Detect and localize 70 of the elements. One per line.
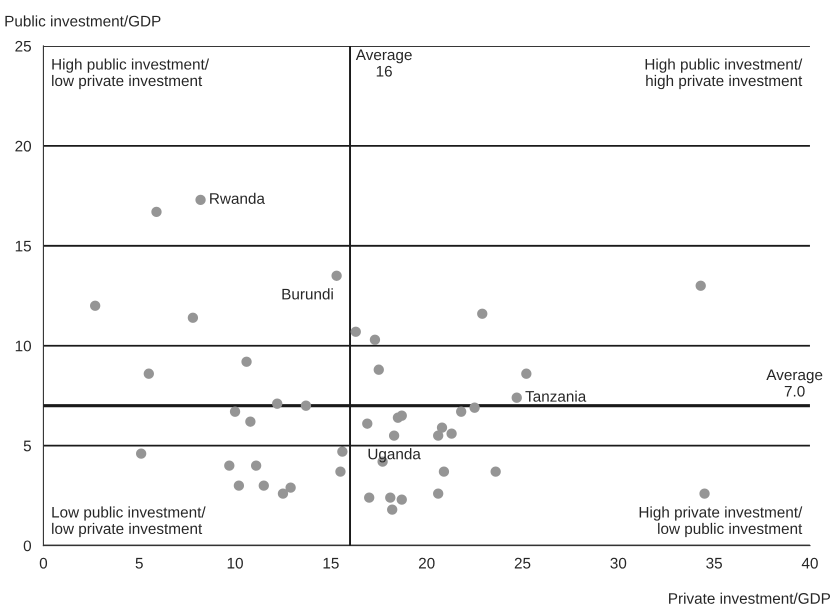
y-axis-title: Public investment/GDP <box>5 15 160 27</box>
point <box>385 492 396 503</box>
point <box>446 428 457 439</box>
point <box>285 482 296 493</box>
point <box>456 406 466 417</box>
x-tick-label: 15 <box>324 558 339 569</box>
point <box>335 466 346 477</box>
point <box>362 418 372 429</box>
point <box>350 326 361 337</box>
point <box>469 402 480 413</box>
y-tick-label: 15 <box>16 240 31 252</box>
annotation: Uganda <box>368 448 421 462</box>
point <box>433 430 444 441</box>
x-tick-label: 0 <box>40 558 48 569</box>
y-tick-label: 10 <box>16 340 32 352</box>
point <box>188 312 198 323</box>
y-tick-label: 0 <box>24 540 32 552</box>
annotation: Low public investment/ low private investment <box>52 506 206 538</box>
point <box>250 460 262 471</box>
x-tick-label: 5 <box>136 558 143 569</box>
x-axis-title: Private investment/GDP <box>669 592 830 604</box>
point <box>477 308 488 319</box>
point <box>387 504 398 515</box>
point <box>438 466 450 477</box>
annotation: Tanzania <box>525 390 586 402</box>
point <box>278 488 288 499</box>
point <box>696 280 706 291</box>
point <box>490 466 501 477</box>
point <box>195 194 206 205</box>
point <box>224 460 234 471</box>
point <box>370 334 380 345</box>
point <box>300 400 312 411</box>
point <box>699 488 710 499</box>
point <box>436 422 448 433</box>
point <box>521 368 532 379</box>
annotation: High public investment/ low private investment <box>52 58 210 90</box>
annotation: High public investment/ high private investment <box>646 58 802 90</box>
x-tick-label: 25 <box>514 558 530 569</box>
point <box>374 364 384 375</box>
point <box>245 416 256 427</box>
point <box>392 412 404 423</box>
point <box>364 492 374 503</box>
x-tick-label: 10 <box>228 558 243 569</box>
annotation: High private investment/ low public investment <box>640 506 802 538</box>
point <box>258 480 269 491</box>
point <box>230 406 240 417</box>
point <box>512 392 522 403</box>
ref-line-label: Average 7.0 <box>766 370 822 397</box>
x-tick-label: 35 <box>706 558 722 569</box>
point <box>396 494 407 505</box>
point <box>234 480 244 491</box>
y-tick-label: 25 <box>15 40 31 52</box>
point <box>331 270 342 281</box>
point <box>337 446 348 457</box>
point <box>388 430 400 441</box>
point <box>151 206 162 217</box>
annotation: Rwanda <box>210 192 265 204</box>
point <box>144 368 154 379</box>
annotation: Burundi <box>282 288 333 300</box>
point <box>90 300 100 311</box>
x-tick-label: 20 <box>418 558 435 569</box>
y-tick-label: 20 <box>15 140 32 152</box>
point <box>433 488 444 499</box>
x-tick-label: 30 <box>610 558 626 569</box>
point <box>241 356 252 367</box>
x-tick-label: 40 <box>802 558 818 569</box>
ref-line-label: Average 16 <box>356 50 412 77</box>
point <box>272 398 282 409</box>
y-tick-label: 5 <box>24 440 31 452</box>
point <box>136 448 146 459</box>
